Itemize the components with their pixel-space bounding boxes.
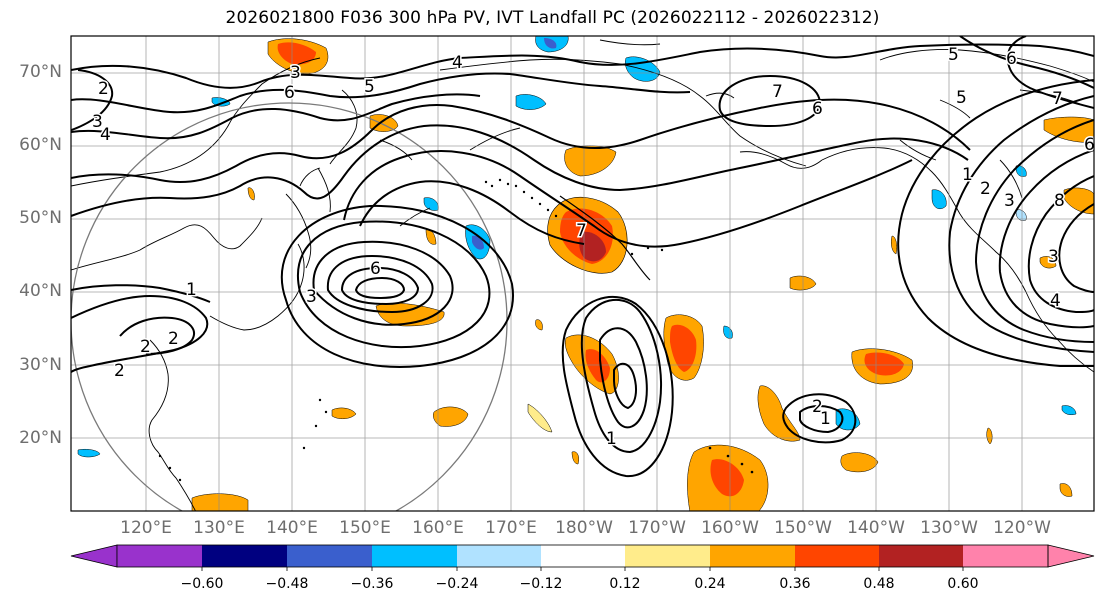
colorbar bbox=[70, 544, 1095, 571]
contour-label: 1 bbox=[606, 429, 617, 449]
island-dots bbox=[158, 178, 754, 482]
lon-label: 140°E bbox=[266, 518, 318, 538]
colorbar-tick-label: −0.12 bbox=[519, 576, 563, 592]
colorbar-tick-label: 0.12 bbox=[609, 576, 641, 592]
contour-label: 4 bbox=[100, 125, 111, 145]
lon-label: 160°W bbox=[701, 518, 759, 538]
contour-label: 6 bbox=[370, 259, 381, 279]
contour-label: 3 bbox=[290, 63, 301, 83]
contour-label: 3 bbox=[1004, 191, 1015, 211]
lon-label: 170°E bbox=[485, 518, 537, 538]
lat-label: 20°N bbox=[19, 428, 62, 448]
lat-label: 40°N bbox=[19, 281, 62, 301]
coastlines bbox=[71, 39, 1094, 511]
colorbar-tick-label: 0.36 bbox=[779, 576, 811, 592]
lat-label: 70°N bbox=[19, 62, 62, 82]
lat-label: 30°N bbox=[19, 355, 62, 375]
lon-label: 120°E bbox=[120, 518, 172, 538]
colorbar-segment bbox=[372, 545, 457, 567]
contour-label: 1 bbox=[962, 165, 973, 185]
ivt-positive-shading bbox=[191, 38, 1094, 511]
contour-label: 6 bbox=[1084, 135, 1095, 155]
colorbar-segment bbox=[795, 545, 879, 567]
lat-label: 50°N bbox=[19, 208, 62, 228]
colorbar-segment bbox=[117, 545, 202, 567]
colorbar-tick-label: 0.60 bbox=[947, 576, 979, 592]
lon-label: 130°E bbox=[193, 518, 245, 538]
map-title: 2026021800 F036 300 hPa PV, IVT Landfall… bbox=[225, 8, 880, 28]
colorbar-tick-label: −0.24 bbox=[435, 576, 479, 592]
contour-label: 2 bbox=[980, 179, 991, 199]
colorbar-extend-min bbox=[70, 544, 118, 568]
contour-label: 6 bbox=[1006, 49, 1017, 69]
lon-label: 120°W bbox=[993, 518, 1051, 538]
colorbar-segment bbox=[541, 545, 625, 567]
lon-label: 170°W bbox=[628, 518, 686, 538]
contour-label: 3 bbox=[92, 112, 103, 132]
colorbar-segment bbox=[625, 545, 710, 567]
contour-label: 5 bbox=[956, 88, 967, 108]
colorbar-segment bbox=[457, 545, 541, 567]
contour-label: 8 bbox=[1054, 191, 1065, 211]
colorbar-tick-label: −0.48 bbox=[265, 576, 309, 592]
lon-label: 150°W bbox=[774, 518, 832, 538]
lon-label: 150°E bbox=[339, 518, 391, 538]
contour-labels: 2 3 4 6 5 4 3 7 6 5 6 7 1 2 3 8 7 2 1 6 … bbox=[91, 44, 1097, 451]
lon-label: 160°E bbox=[412, 518, 464, 538]
contour-label: 6 bbox=[812, 99, 823, 119]
pv-contour-thin bbox=[559, 195, 651, 281]
lon-label: 130°W bbox=[920, 518, 978, 538]
colorbar-tick-label: −0.36 bbox=[350, 576, 394, 592]
colorbar-segment bbox=[287, 545, 372, 567]
colorbar-tick-label: 0.48 bbox=[863, 576, 895, 592]
contour-label: 5 bbox=[364, 77, 375, 97]
contour-label: 7 bbox=[1052, 89, 1063, 109]
contour-label: 4 bbox=[452, 53, 463, 73]
colorbar-extend-max bbox=[1047, 544, 1095, 568]
contour-label: 2 bbox=[98, 79, 109, 99]
colorbar-segment bbox=[963, 545, 1048, 567]
contour-label: 1 bbox=[186, 280, 197, 300]
lat-label: 60°N bbox=[19, 135, 62, 155]
contour-label: 2 bbox=[168, 329, 179, 349]
contour-label: 2 bbox=[114, 361, 125, 381]
contour-label: 6 bbox=[284, 83, 295, 103]
ivt-negative-shading bbox=[77, 36, 1077, 458]
lon-label: 140°W bbox=[847, 518, 905, 538]
contour-label: 2 bbox=[140, 337, 151, 357]
lon-label: 180°W bbox=[555, 518, 613, 538]
map-frame bbox=[70, 35, 1095, 512]
colorbar-tick-label: −0.60 bbox=[180, 576, 224, 592]
contour-label: 1 bbox=[820, 409, 831, 429]
contour-label: 7 bbox=[772, 82, 783, 102]
contour-label: 5 bbox=[948, 45, 959, 65]
colorbar-segment bbox=[710, 545, 795, 567]
contour-label: 4 bbox=[1050, 291, 1061, 311]
colorbar-tick-label: 0.24 bbox=[694, 576, 726, 592]
contour-label: 7 bbox=[576, 221, 587, 241]
contour-label: 2 bbox=[812, 397, 823, 417]
contour-label: 3 bbox=[306, 287, 317, 307]
pv-contours bbox=[71, 36, 1094, 478]
reference-circle bbox=[71, 102, 508, 511]
colorbar-segment bbox=[202, 545, 287, 567]
colorbar-segment bbox=[879, 545, 963, 567]
contour-label: 3 bbox=[1048, 247, 1059, 267]
gridlines bbox=[71, 36, 1094, 511]
